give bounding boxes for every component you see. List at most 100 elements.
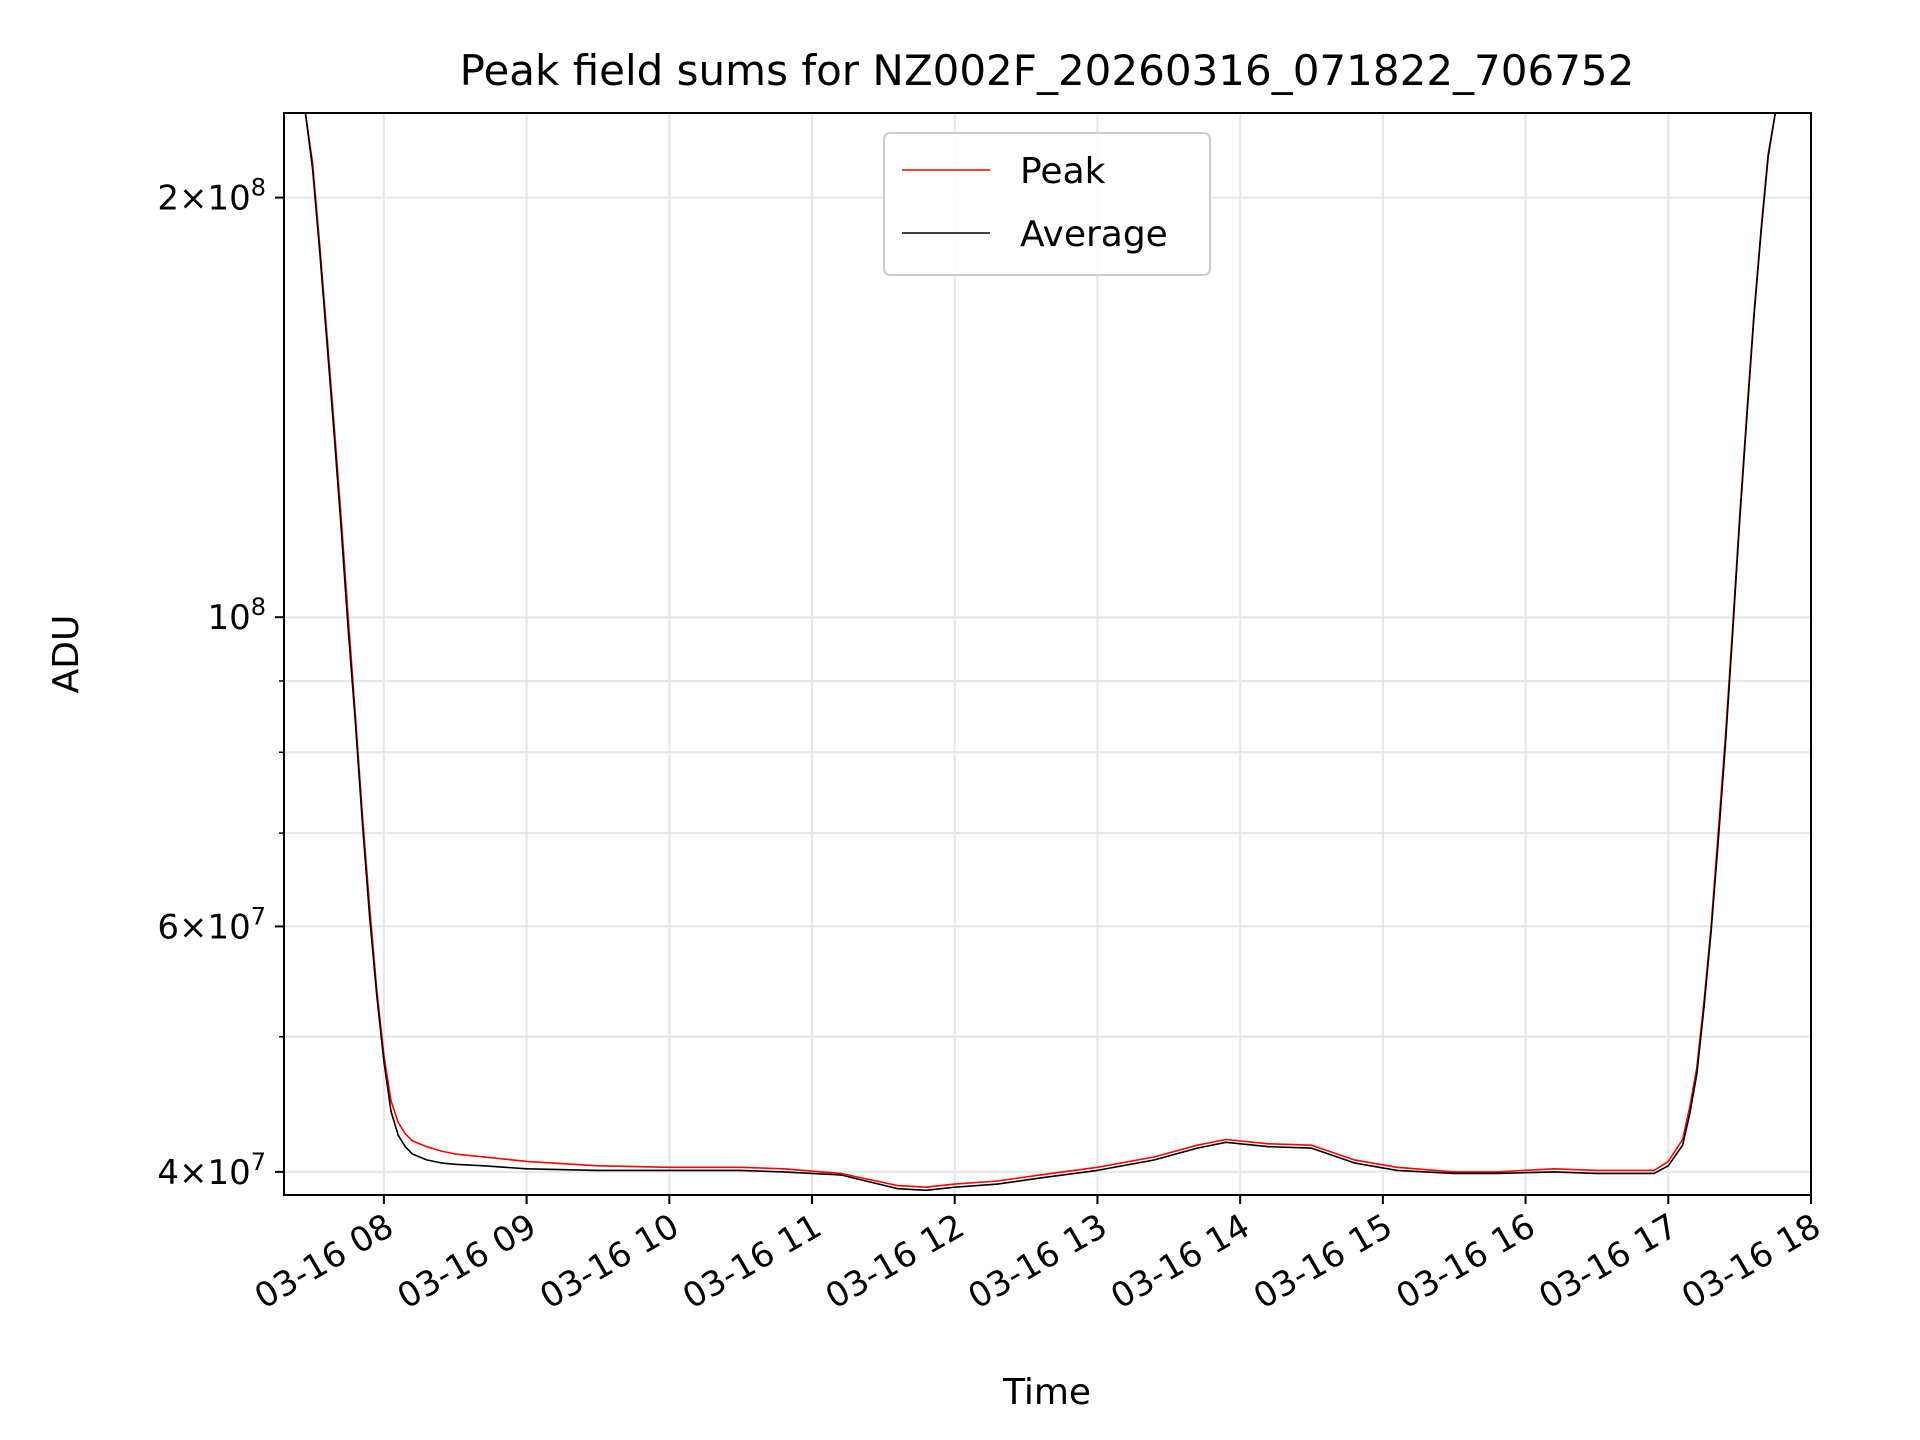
y-tick-label: 2×108	[157, 174, 266, 219]
data-point-peak	[1681, 1138, 1684, 1141]
data-point-peak	[525, 1160, 528, 1163]
data-point-average	[425, 1159, 428, 1161]
data-point-peak	[1225, 1138, 1227, 1141]
data-point-average	[1096, 1169, 1099, 1172]
data-point-peak	[411, 1140, 414, 1142]
data-point-average	[1039, 1177, 1042, 1179]
data-point-average	[1396, 1169, 1398, 1172]
data-point-average	[1596, 1172, 1598, 1175]
data-point-average	[668, 1169, 671, 1172]
y-axis-label: ADU	[46, 615, 87, 694]
data-point-average	[390, 1110, 392, 1113]
data-point-peak	[668, 1166, 671, 1169]
data-point-average	[925, 1189, 927, 1192]
data-point-average	[375, 995, 378, 997]
data-point-average	[361, 823, 364, 826]
data-point-average	[896, 1187, 899, 1190]
data-point-peak	[425, 1145, 428, 1148]
data-point-peak	[390, 1099, 392, 1102]
data-point-average	[1688, 1113, 1691, 1115]
data-point-average	[482, 1165, 485, 1167]
data-point-average	[1731, 634, 1734, 637]
data-point-average	[454, 1163, 457, 1166]
data-point-peak	[482, 1156, 485, 1158]
data-point-average	[1496, 1172, 1498, 1175]
data-point-average	[311, 167, 314, 169]
data-point-average	[782, 1171, 785, 1173]
data-point-peak	[839, 1172, 842, 1175]
data-point-peak	[1196, 1144, 1199, 1147]
data-point-average	[996, 1183, 999, 1185]
data-point-peak	[1039, 1174, 1042, 1176]
data-point-average	[1738, 521, 1741, 523]
data-point-peak	[1267, 1142, 1270, 1145]
data-point-average	[1767, 155, 1769, 158]
data-point-peak	[953, 1183, 956, 1185]
data-point-average	[1153, 1159, 1156, 1161]
data-point-peak	[896, 1184, 899, 1187]
data-point-average	[333, 430, 335, 432]
data-point-average	[397, 1134, 399, 1136]
data-point-average	[354, 721, 357, 724]
data-point-average	[340, 526, 342, 529]
data-point-average	[1667, 1165, 1670, 1167]
data-point-average	[404, 1145, 407, 1148]
data-point-average	[1745, 417, 1748, 419]
data-point-peak	[739, 1166, 742, 1169]
data-point-peak	[1553, 1168, 1555, 1170]
legend-average-label: Average	[1020, 214, 1168, 255]
data-point-peak	[1310, 1144, 1313, 1147]
data-point-average	[411, 1153, 414, 1155]
legend: Peak Average	[883, 132, 1211, 276]
data-point-peak	[404, 1132, 407, 1135]
plot-frame	[283, 112, 1812, 1196]
data-point-peak	[1096, 1166, 1099, 1169]
y-tick-label: 6×107	[157, 902, 266, 947]
data-point-average	[1653, 1172, 1655, 1175]
data-point-average	[1267, 1145, 1270, 1148]
data-point-average	[318, 250, 321, 253]
data-point-average	[383, 1060, 385, 1063]
data-point-average	[739, 1169, 742, 1172]
series-layer	[284, 113, 1811, 1192]
data-point-average	[1760, 231, 1762, 233]
y-tick-label: 108	[207, 593, 266, 638]
data-point-peak	[597, 1165, 599, 1167]
data-point-peak	[1453, 1171, 1456, 1173]
data-point-peak	[782, 1168, 785, 1170]
data-point-average	[1753, 316, 1755, 319]
data-point-average	[1717, 841, 1720, 843]
legend-box	[883, 132, 1211, 276]
data-point-average	[1553, 1171, 1555, 1173]
data-point-average	[1453, 1172, 1456, 1175]
data-point-peak	[1153, 1156, 1156, 1158]
data-point-average	[1225, 1141, 1227, 1144]
data-point-average	[347, 628, 350, 631]
data-point-average	[440, 1162, 442, 1164]
data-point-average	[1703, 1006, 1705, 1009]
x-axis-label: Time	[1002, 1372, 1091, 1413]
y-tick-label: 4×107	[157, 1148, 266, 1193]
data-point-peak	[397, 1121, 399, 1124]
data-point-average	[839, 1174, 842, 1176]
data-point-average	[1681, 1144, 1684, 1147]
legend-peak-label: Peak	[1020, 151, 1106, 192]
data-point-average	[525, 1168, 528, 1170]
data-point-average	[1310, 1147, 1313, 1149]
data-point-average	[1710, 930, 1712, 933]
series-line-average	[284, 113, 1811, 1192]
data-point-peak	[1596, 1169, 1598, 1172]
data-point-peak	[996, 1180, 999, 1182]
data-point-peak	[1653, 1169, 1655, 1172]
data-point-peak	[1353, 1159, 1356, 1161]
data-point-average	[368, 915, 371, 918]
data-point-peak	[925, 1186, 927, 1188]
data-point-average	[1696, 1073, 1698, 1076]
data-point-average	[1724, 743, 1727, 746]
data-point-average	[1353, 1162, 1356, 1164]
data-point-peak	[454, 1153, 457, 1155]
data-point-peak	[1667, 1160, 1670, 1163]
data-point-peak	[1496, 1171, 1498, 1173]
chart-title: Peak field sums for NZ002F_20260316_0718…	[460, 46, 1635, 95]
